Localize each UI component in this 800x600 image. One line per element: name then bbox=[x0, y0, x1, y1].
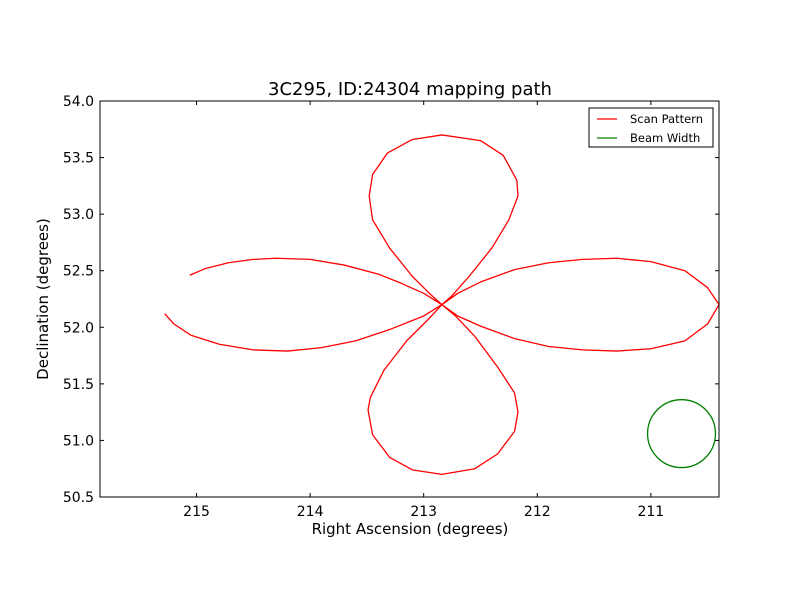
x-tick-label: 212 bbox=[524, 504, 551, 520]
legend-box bbox=[588, 107, 714, 148]
legend-label-scan-pattern: Scan Pattern bbox=[630, 112, 703, 126]
y-tick-label: 51.0 bbox=[63, 433, 94, 449]
legend-label-beam-width: Beam Width bbox=[630, 131, 700, 145]
y-tick-label: 52.5 bbox=[63, 264, 94, 280]
beam-width-circle bbox=[646, 399, 717, 469]
y-tick-label: 53.5 bbox=[63, 151, 94, 167]
y-tick-label: 51.5 bbox=[63, 377, 94, 393]
legend: Scan Pattern Beam Width bbox=[588, 107, 714, 148]
y-tick-label: 54.0 bbox=[63, 94, 94, 110]
y-axis-label: Declination (degrees) bbox=[34, 218, 52, 380]
plot-area bbox=[100, 101, 720, 497]
y-tick-label: 50.5 bbox=[63, 490, 94, 506]
tick-layer: 215 214 213 212 211 50.5 51.0 51.5 52.0 52.5 53.0 5… bbox=[63, 94, 719, 520]
plot-background bbox=[100, 101, 719, 497]
y-tick-label: 53.0 bbox=[63, 207, 94, 223]
x-tick-label: 213 bbox=[410, 504, 437, 520]
x-axis-label: Right Ascension (degrees) bbox=[312, 520, 509, 538]
x-tick-label: 211 bbox=[637, 504, 664, 520]
chart-title: 3C295, ID:24304 mapping path bbox=[268, 79, 552, 100]
x-tick-label: 215 bbox=[183, 504, 210, 520]
y-tick-label: 52.0 bbox=[63, 320, 94, 336]
x-tick-label: 214 bbox=[297, 504, 324, 520]
plot-frame bbox=[99, 100, 720, 498]
